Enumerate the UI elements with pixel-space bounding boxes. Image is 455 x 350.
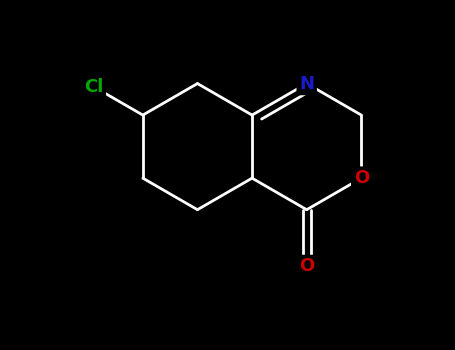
Text: O: O	[354, 169, 369, 187]
Text: N: N	[299, 75, 314, 92]
Text: O: O	[299, 258, 314, 275]
Text: Cl: Cl	[84, 78, 103, 96]
